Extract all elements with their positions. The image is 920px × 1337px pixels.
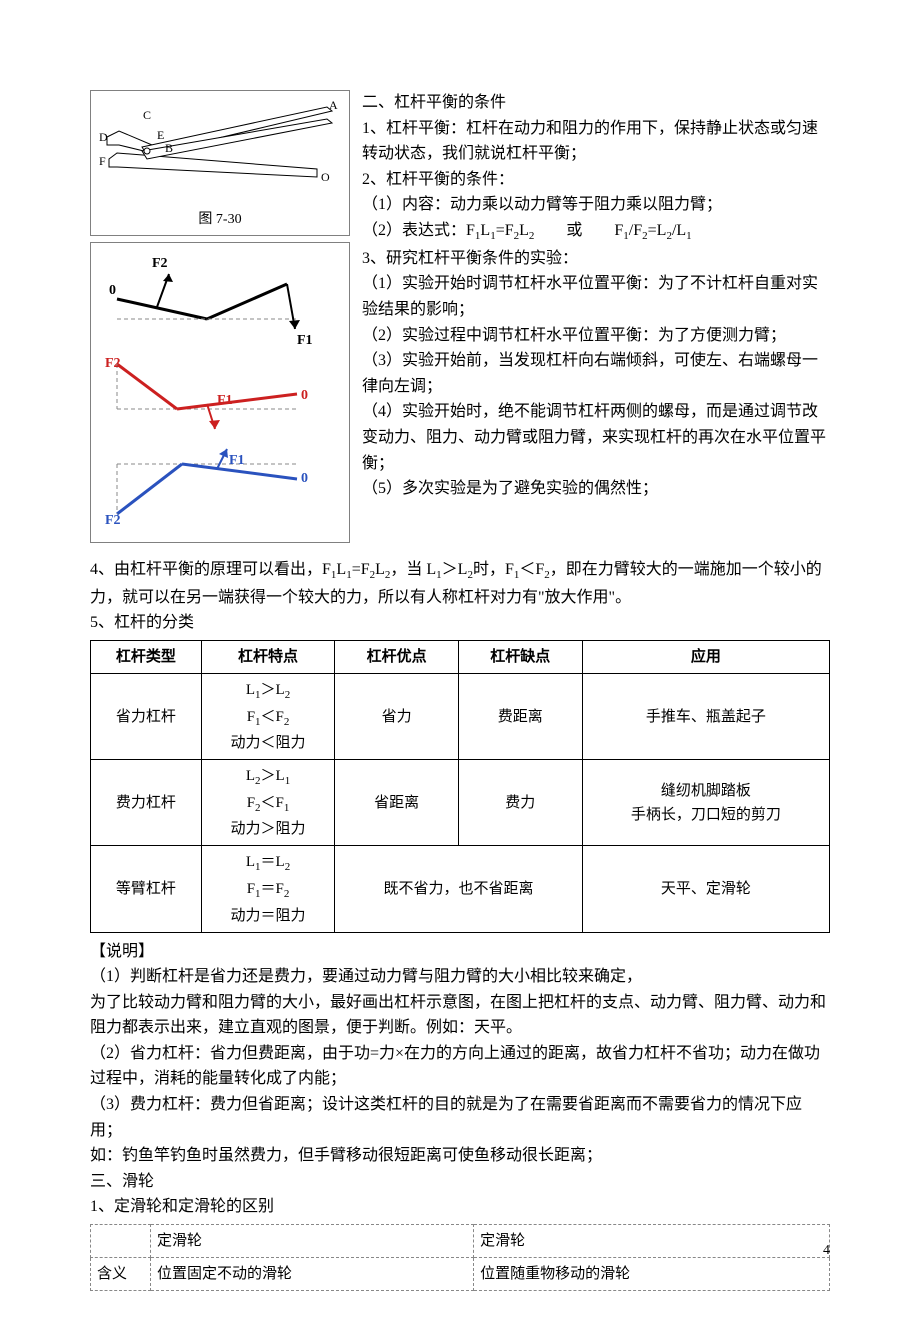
th-advantage: 杠杆优点 — [335, 640, 459, 673]
svg-text:0: 0 — [301, 388, 308, 403]
table-row: 省力杠杆 L1＞L2 F1＜F2 动力＜阻力 省力 费距离 手推车、瓶盖起子 — [91, 673, 830, 759]
point-b-label: B — [165, 141, 173, 155]
s3-p1: 1、定滑轮和定滑轮的区别 — [90, 1194, 830, 1220]
s2-p3-3: （3）实验开始前，当发现杠杆向右端倾斜，可使左、右端螺母一律向左调； — [362, 348, 830, 399]
note-3b: 如：钓鱼竿钓鱼时虽然费力，但手臂移动很短距离可使鱼移动很长距离； — [90, 1143, 830, 1169]
s2-p1: 1、杠杆平衡：杠杆在动力和阻力的作用下，保持静止状态或匀速转动状态，我们就说杠杆… — [362, 116, 830, 167]
s2-p3: 3、研究杠杆平衡条件的实验： — [362, 246, 830, 272]
note-3: （3）费力杠杆：费力但省距离；设计这类杠杆的目的就是为了在需要省距离而不需要省力… — [90, 1092, 830, 1143]
f1-label: F1 — [297, 333, 313, 348]
point-f-label: F — [99, 154, 106, 168]
point-5: 5、杠杆的分类 — [90, 610, 830, 636]
notes-title: 【说明】 — [90, 939, 830, 965]
figure-1-caption: 图 7-30 — [97, 209, 343, 231]
th-disadvantage: 杠杆缺点 — [458, 640, 582, 673]
table-row: 含义 位置固定不动的滑轮 位置随重物移动的滑轮 — [91, 1258, 830, 1291]
s2-p2-2: （2）表达式：F1L1=F2L2 或 F1/F2=L2/L1 — [362, 218, 830, 246]
svg-text:F2: F2 — [105, 356, 121, 371]
table-row: 定滑轮 定滑轮 — [91, 1225, 830, 1258]
f2-label: F2 — [152, 256, 168, 271]
note-1: （1）判断杠杆是省力还是费力，要通过动力臂与阻力臂的大小相比较来确定， — [90, 964, 830, 990]
point-a-label: A — [329, 98, 338, 112]
table-row: 费力杠杆 L2＞L1 F2＜F1 动力＞阻力 省距离 费力 缝纫机脚踏板手柄长，… — [91, 760, 830, 846]
lever-diagram-figure: C D E F B A O 图 7-30 — [90, 90, 350, 236]
point-o-label: O — [321, 170, 330, 184]
pulley-table: 定滑轮 定滑轮 含义 位置固定不动的滑轮 位置随重物移动的滑轮 — [90, 1224, 830, 1291]
lever-types-table: 杠杆类型 杠杆特点 杠杆优点 杠杆缺点 应用 省力杠杆 L1＞L2 F1＜F2 … — [90, 640, 830, 933]
th-application: 应用 — [582, 640, 829, 673]
svg-text:F2: F2 — [105, 513, 121, 528]
point-d-label: D — [99, 130, 108, 144]
svg-text:F1: F1 — [229, 453, 245, 468]
table-row: 等臂杠杆 L1＝L2 F1＝F2 动力＝阻力 既不省力，也不省距离 天平、定滑轮 — [91, 846, 830, 932]
s2-p3-2: （2）实验过程中调节杠杆水平位置平衡：为了方便测力臂； — [362, 323, 830, 349]
section-3-title: 三、滑轮 — [90, 1169, 830, 1195]
point-c-label: C — [143, 108, 151, 122]
point-4: 4、由杠杆平衡的原理可以看出，F1L1=F2L2，当 L1＞L2时，F1＜F2，… — [90, 557, 830, 610]
note-1b: 为了比较动力臂和阻力臂的大小，最好画出杠杆示意图，在图上把杠杆的支点、动力臂、阻… — [90, 990, 830, 1041]
svg-text:0: 0 — [301, 471, 308, 486]
th-feature: 杠杆特点 — [201, 640, 335, 673]
svg-text:0: 0 — [109, 283, 116, 298]
s2-p2-1: （1）内容：动力乘以动力臂等于阻力乘以阻力臂； — [362, 192, 830, 218]
s2-p3-5: （5）多次实验是为了避免实验的偶然性； — [362, 476, 830, 502]
lever-sketches-figure: 0 F2 F1 F2 — [90, 242, 350, 543]
page-number: 4 — [823, 1240, 830, 1262]
table-header-row: 杠杆类型 杠杆特点 杠杆优点 杠杆缺点 应用 — [91, 640, 830, 673]
s2-p3-4: （4）实验开始时，绝不能调节杠杆两侧的螺母，而是通过调节改变动力、阻力、动力臂或… — [362, 399, 830, 476]
note-2: （2）省力杠杆：省力但费距离，由于功=力×在力的方向上通过的距离，故省力杠杆不省… — [90, 1041, 830, 1092]
svg-text:F1: F1 — [217, 393, 233, 408]
s2-p3-1: （1）实验开始时调节杠杆水平位置平衡：为了不计杠杆自重对实验结果的影响； — [362, 271, 830, 322]
th-type: 杠杆类型 — [91, 640, 202, 673]
s2-p2: 2、杠杆平衡的条件： — [362, 167, 830, 193]
point-e-label: E — [157, 128, 164, 142]
section-2-text: 二、杠杆平衡的条件 1、杠杆平衡：杠杆在动力和阻力的作用下，保持静止状态或匀速转… — [362, 90, 830, 549]
section-2-title: 二、杠杆平衡的条件 — [362, 90, 830, 116]
